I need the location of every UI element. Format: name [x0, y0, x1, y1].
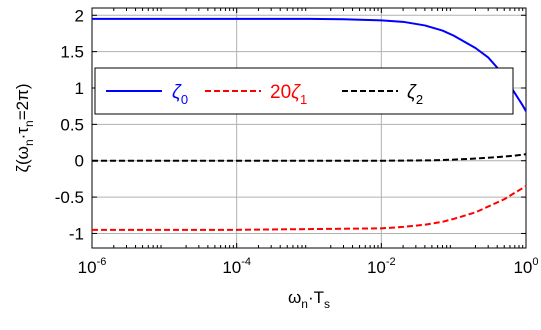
y-axis-label-mid: ·τ [13, 127, 32, 140]
x-tick-label: 10-2 [367, 256, 396, 277]
legend-20zeta1-prefix: 20 [270, 82, 291, 103]
y-tick-label: 0 [75, 152, 84, 171]
x-tick-labels: 10-6 10-4 10-2 100 [78, 256, 539, 277]
series-line-2 [92, 153, 527, 162]
legend-label-20zeta1: 20ζ1 [270, 82, 307, 107]
y-tick-label: -1 [69, 224, 84, 243]
y-tick-labels: 2 1.5 1 0.5 0 -0.5 -1 [55, 6, 84, 243]
x-tick-exponent: -2 [386, 256, 396, 268]
x-tick-base: 10 [367, 258, 386, 277]
x-tick-base: 10 [513, 258, 532, 277]
x-axis-label-rest: ·T [308, 288, 324, 307]
x-tick-base: 10 [222, 258, 241, 277]
series-line-1 [92, 185, 527, 231]
series-layer [92, 17, 527, 231]
y-axis-label-post: =2π) [13, 84, 32, 121]
legend: ζ0 20ζ1 ζ2 [94, 67, 514, 115]
x-tick-label: 10-4 [222, 256, 251, 277]
x-axis-label: ωn·Ts [288, 288, 330, 311]
x-axis-label-sub: n [301, 297, 308, 311]
y-tick-label: 1 [75, 79, 84, 98]
x-axis-label-main: ω [288, 288, 301, 307]
y-tick-label: 0.5 [60, 115, 84, 134]
legend-label-zeta2: ζ2 [407, 82, 423, 107]
y-axis-label-pre: ζ(ω [13, 146, 32, 172]
legend-20zeta1-symbol: ζ [291, 82, 301, 103]
legend-box [94, 67, 514, 115]
tick-marks [91, 8, 527, 248]
x-tick-exponent: 0 [532, 256, 538, 268]
legend-label-zeta0: ζ0 [172, 82, 188, 107]
y-tick-label: 1.5 [60, 43, 84, 62]
x-tick-base: 10 [78, 258, 97, 277]
legend-zeta0-symbol: ζ [172, 82, 182, 103]
x-tick-exponent: -6 [97, 256, 107, 268]
y-tick-label: 2 [75, 6, 84, 25]
y-axis-label-sub2: n [22, 120, 36, 127]
x-axis-label-sub2: s [324, 297, 330, 311]
x-tick-exponent: -4 [241, 256, 251, 268]
legend-zeta2-subscript: 2 [416, 92, 423, 107]
legend-zeta2-symbol: ζ [407, 82, 417, 103]
y-axis-label-sub1: n [22, 139, 36, 146]
x-tick-label: 100 [513, 256, 538, 277]
x-tick-label: 10-6 [78, 256, 107, 277]
series-line-0 [92, 17, 527, 112]
y-axis-label: ζ(ωn·τn=2π) [13, 84, 36, 173]
legend-zeta0-subscript: 0 [181, 92, 188, 107]
plot-frame [91, 7, 527, 249]
legend-20zeta1-subscript: 1 [300, 92, 307, 107]
y-tick-label: -0.5 [55, 188, 84, 207]
